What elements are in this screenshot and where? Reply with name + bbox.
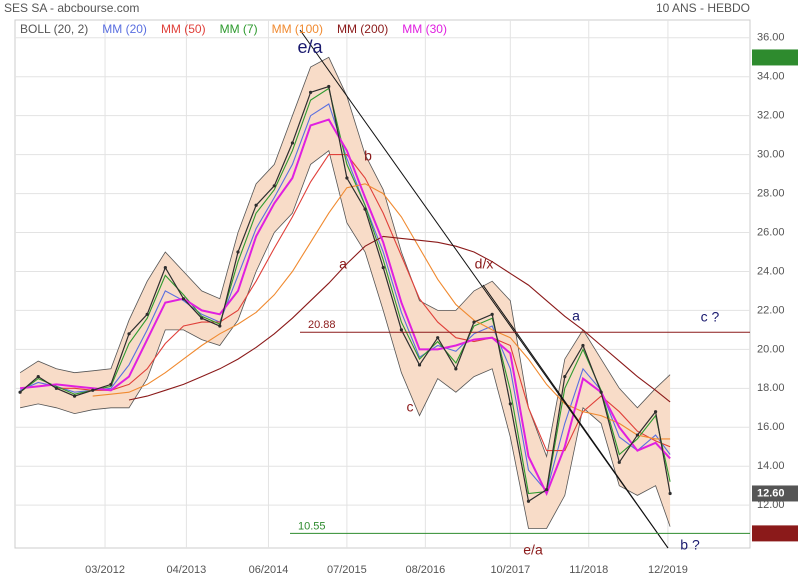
ma-line (56, 154, 671, 452)
price-point (254, 203, 258, 207)
price-point (345, 176, 349, 180)
legend-entry: MM (100) (272, 22, 323, 36)
y-tick-label: 16.00 (757, 421, 785, 433)
price-point (72, 394, 77, 398)
x-tick-label: 10/2017 (490, 564, 530, 576)
wave-label: c ? (701, 309, 720, 325)
bollinger-line (20, 150, 671, 529)
y-tick-label: 36.00 (757, 32, 785, 44)
y-tick-label: 34.00 (757, 71, 785, 83)
price-point (36, 375, 40, 379)
price-point (653, 410, 658, 414)
price-point (563, 375, 567, 379)
wave-label: b (364, 148, 372, 164)
price-point (127, 332, 131, 336)
legend-entry: MM (7) (220, 22, 258, 36)
x-tick-label: 11/2018 (569, 564, 608, 576)
price-point (91, 388, 95, 392)
price-point (581, 343, 585, 348)
price-point (617, 460, 621, 464)
y-tick-label: 32.00 (757, 110, 785, 122)
price-point (18, 390, 22, 394)
price-point (472, 320, 476, 324)
price-point (145, 312, 149, 316)
price-point (526, 499, 531, 503)
price-tag (752, 49, 798, 66)
price-point (599, 390, 603, 394)
chart-title: SES SA - abcbourse.com (4, 1, 139, 15)
legend-entry: MM (30) (402, 22, 447, 36)
wave-label: b ? (680, 537, 700, 553)
level-label: 20.88 (308, 319, 336, 331)
wave-label: c (407, 399, 414, 415)
x-tick-label: 08/2016 (405, 564, 445, 576)
price-point (399, 328, 403, 332)
x-tick-label: 03/2012 (85, 564, 125, 576)
wave-label: a (339, 256, 347, 272)
plot-frame (14, 19, 751, 549)
price-point (545, 487, 549, 492)
price-point (181, 297, 186, 301)
price-point (417, 363, 422, 367)
ma-line (92, 183, 671, 440)
price-point (163, 265, 167, 270)
legend-entry: MM (50) (161, 22, 206, 36)
legend-entry: MM (20) (102, 22, 147, 36)
x-tick-label: 06/2014 (249, 564, 289, 576)
price-point (109, 382, 113, 387)
chart-subtitle: 10 ANS - HEBDO (656, 1, 750, 15)
price-point (327, 84, 331, 89)
ma-line (19, 118, 671, 496)
price-point (508, 402, 512, 406)
y-tick-label: 20.00 (757, 343, 785, 355)
price-point (54, 386, 58, 390)
price-point (454, 367, 458, 371)
x-tick-label: 12/2019 (648, 564, 688, 576)
x-tick-label: 04/2013 (167, 564, 207, 576)
price-tag-label: 12.60 (757, 487, 785, 499)
ma-line (19, 103, 671, 493)
price-point (308, 90, 313, 94)
y-tick-label: 14.00 (757, 460, 785, 472)
price-point (236, 250, 240, 254)
price-point (363, 207, 367, 211)
y-tick-label: 26.00 (757, 226, 785, 238)
price-tag (752, 525, 798, 542)
x-tick-label: 07/2015 (327, 564, 367, 576)
level-label: 10.55 (298, 520, 326, 532)
price-point (490, 312, 494, 316)
price-point (436, 336, 440, 340)
legend-entry: MM (200) (337, 22, 388, 36)
wave-label: e/a (297, 37, 323, 57)
y-tick-label: 30.00 (757, 149, 785, 161)
wave-label: d/x (475, 256, 494, 272)
price-point (635, 433, 640, 437)
trend-line (482, 284, 669, 549)
wave-label: a (572, 308, 580, 324)
legend-entry: BOLL (20, 2) (20, 22, 88, 36)
y-tick-label: 24.00 (757, 265, 785, 277)
price-point (200, 316, 204, 320)
price-tag (752, 485, 798, 502)
wave-label: e/a (523, 542, 543, 558)
y-tick-label: 12.00 (757, 499, 785, 511)
price-point (290, 141, 295, 145)
y-tick-label: 28.00 (757, 187, 785, 199)
price-point (668, 491, 672, 496)
bollinger-fill (20, 57, 671, 529)
ma-line (19, 87, 671, 495)
y-tick-label: 22.00 (757, 304, 785, 316)
ma-line (128, 235, 671, 403)
y-tick-label: 18.00 (757, 382, 785, 394)
price-point (218, 324, 222, 328)
price-point (272, 184, 276, 188)
price-point (381, 265, 385, 270)
